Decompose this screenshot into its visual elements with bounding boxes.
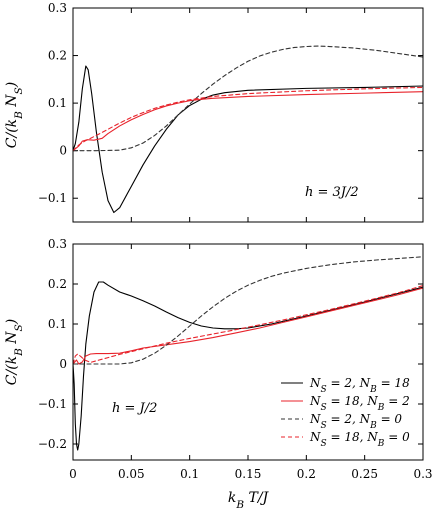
legend-label-n-s-2-n-b-18: NS = 2, NB = 18 — [309, 376, 410, 395]
x-tick-label-bottom-6: 0.3 — [413, 467, 432, 481]
y-tick-label-bottom-0: −0.2 — [38, 437, 67, 451]
series-line-bottom-n-s-18-n-b-0 — [73, 285, 423, 365]
y-tick-label-top-1: 0 — [59, 144, 67, 158]
y-tick-label-bottom-1: −0.1 — [38, 397, 67, 411]
x-tick-label-bottom-4: 0.2 — [297, 467, 316, 481]
annotation-top: h = 3J/2 — [305, 185, 359, 200]
series-group-bottom — [73, 256, 423, 451]
y-tick-label-top-3: 0.2 — [48, 49, 67, 63]
legend-label-n-s-2-n-b-0: NS = 2, NB = 0 — [309, 412, 402, 431]
x-tick-label-bottom-3: 0.15 — [235, 467, 262, 481]
series-line-bottom-n-s-2-n-b-0 — [73, 256, 423, 365]
y-tick-label-top-0: −0.1 — [38, 191, 67, 205]
y-tick-label-bottom-2: 0 — [59, 357, 67, 371]
y-tick-label-bottom-5: 0.3 — [48, 237, 67, 251]
panel-bottom: 0 0.05 0.1 0.15 0.2 0.25 0.3 −0.2 −0.1 0 0.1 0.2 0.3… — [4, 237, 433, 511]
y-axis-label-bottom: C/(kB NS) — [4, 319, 25, 385]
y-axis-label-top: C/(kB NS) — [4, 82, 25, 148]
x-tick-label-bottom-1: 0.05 — [118, 467, 145, 481]
x-tick-label-bottom-5: 0.25 — [351, 467, 378, 481]
legend-label-n-s-18-n-b-2: NS = 18, NB = 2 — [309, 394, 410, 413]
plot-frame-top — [72, 7, 424, 223]
series-group-top — [73, 45, 423, 214]
x-axis-label: kB T/J — [228, 490, 270, 511]
x-tick-label-bottom-2: 0.1 — [180, 467, 199, 481]
series-line-top-n-s-2-n-b-18 — [73, 65, 423, 214]
plot-frame-bottom — [72, 243, 424, 461]
series-line-top-n-s-18-n-b-2 — [73, 91, 423, 152]
annotation-bottom: h = J/2 — [112, 401, 157, 416]
y-tick-label-bottom-4: 0.2 — [48, 277, 67, 291]
y-tick-label-bottom-3: 0.1 — [48, 317, 67, 331]
series-line-top-n-s-18-n-b-0 — [73, 86, 423, 152]
series-line-top-n-s-2-n-b-0 — [73, 45, 423, 152]
y-tick-label-top-2: 0.1 — [48, 96, 67, 110]
y-tick-label-top-4: 0.3 — [48, 1, 67, 15]
panel-top: −0.1 0 0.1 0.2 0.3 C/(kB NS) h = 3J/2 — [4, 1, 424, 223]
legend-label-n-s-18-n-b-0: NS = 18, NB = 0 — [309, 430, 410, 449]
x-tick-label-bottom-0: 0 — [69, 467, 77, 481]
